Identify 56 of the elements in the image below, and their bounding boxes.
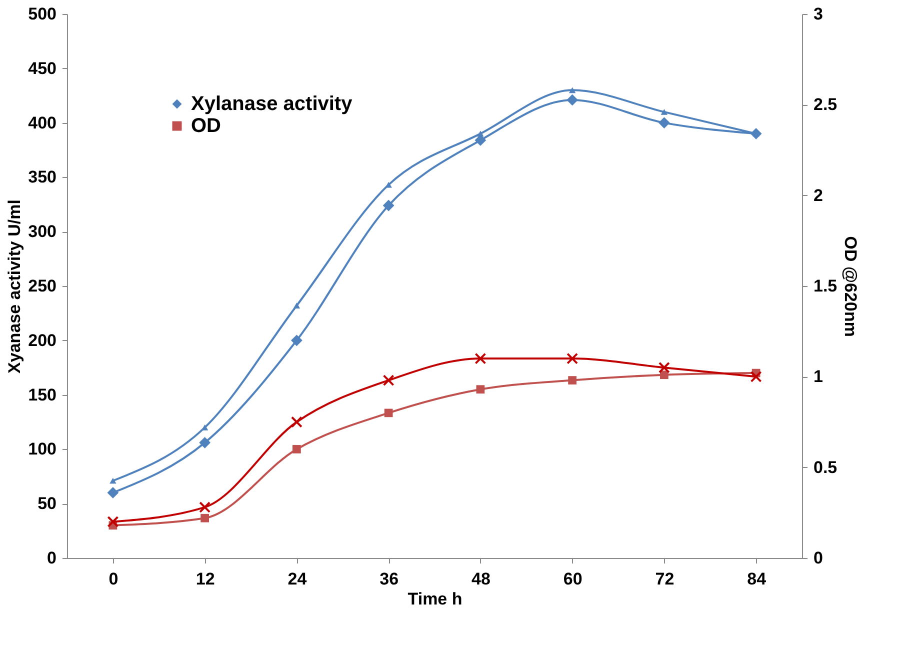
- y-tick-label: 450: [28, 58, 56, 78]
- point: [199, 501, 211, 513]
- x-tick-label: 84: [747, 570, 767, 588]
- point: [474, 352, 486, 364]
- y-tick-label: 250: [28, 276, 56, 296]
- x-tick-label: 12: [196, 570, 215, 588]
- point: [292, 445, 301, 454]
- point: [568, 87, 576, 94]
- y-tick-label: 300: [28, 222, 56, 242]
- point: [477, 130, 484, 137]
- x-tick-label: 72: [655, 570, 674, 588]
- point: [199, 436, 211, 448]
- legend-label: OD: [191, 115, 221, 137]
- y-tick-label: 500: [28, 4, 56, 24]
- y2-tick-label: 1: [814, 367, 823, 386]
- y2-tick-label: 3: [814, 4, 823, 24]
- point: [566, 352, 578, 364]
- point: [290, 416, 302, 428]
- point: [384, 408, 393, 418]
- point: [385, 182, 392, 188]
- point: [107, 516, 119, 528]
- y2-tick-label: 0.5: [814, 458, 838, 477]
- legend-label: Xylanase activity: [191, 93, 354, 115]
- y-tick-label: 400: [28, 113, 56, 132]
- point: [382, 200, 394, 212]
- point: [293, 302, 300, 308]
- y2-axis-title: OD @620nm: [841, 236, 860, 337]
- point: [382, 374, 394, 386]
- y2-tick-label: 1.5: [814, 276, 838, 296]
- x-tick-label: 60: [563, 570, 582, 588]
- x-tick-label: 0: [108, 570, 118, 588]
- point: [200, 514, 209, 522]
- point: [476, 385, 485, 394]
- point: [110, 478, 116, 484]
- x-tick-label: 24: [288, 570, 308, 588]
- y2-tick-label: 2.5: [814, 95, 838, 114]
- y-tick-label: 150: [28, 385, 56, 404]
- y2-tick-label: 0: [814, 548, 823, 568]
- point: [658, 362, 670, 374]
- point: [750, 370, 762, 382]
- y2-tick-label: 2: [814, 186, 823, 205]
- y-tick-label: 0: [47, 548, 56, 568]
- point: [658, 117, 670, 128]
- point: [660, 109, 668, 115]
- point: [290, 334, 302, 346]
- x-tick-label: 48: [471, 570, 490, 588]
- y-tick-label: 200: [28, 330, 56, 350]
- y-tick-label: 350: [28, 168, 56, 187]
- point: [566, 94, 578, 106]
- y-tick-label: 100: [28, 440, 56, 459]
- point: [107, 487, 119, 498]
- y-axis-title: Xyanase activity U/ml: [5, 200, 24, 374]
- y-tick-label: 50: [38, 494, 56, 514]
- point: [568, 376, 576, 384]
- x-tick-label: 36: [380, 570, 399, 588]
- x-axis-title: Time h: [408, 590, 462, 608]
